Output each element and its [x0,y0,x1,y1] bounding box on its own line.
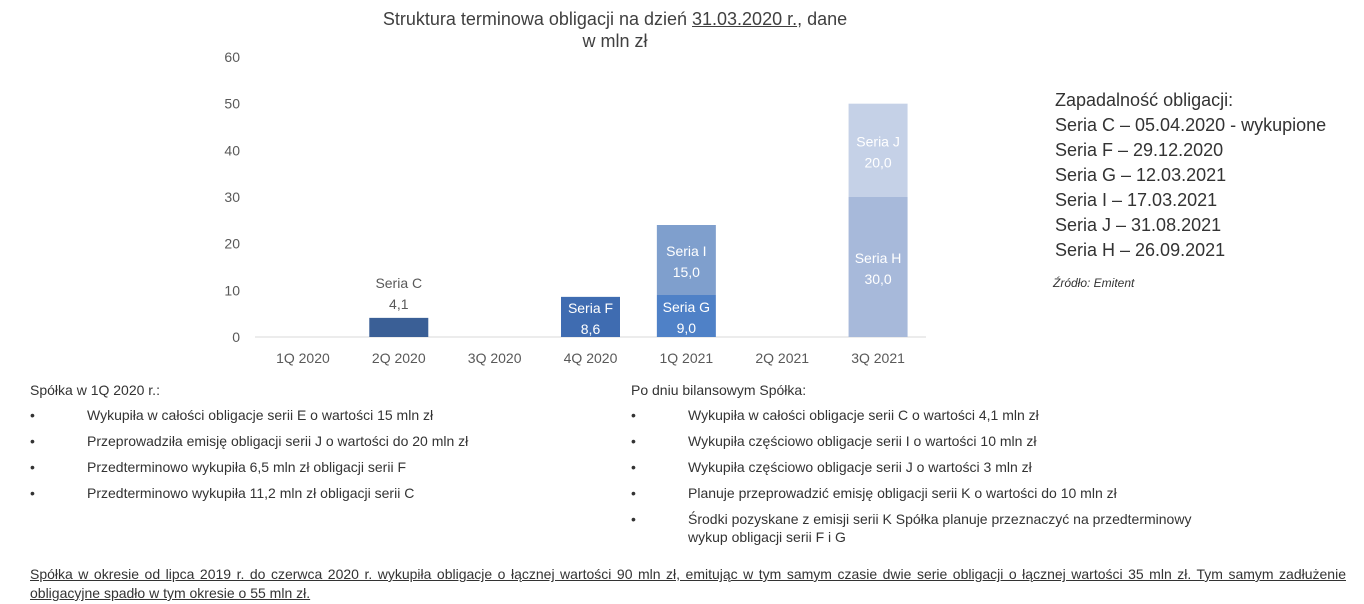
maturity-item: Seria J – 31.08.2021 [1055,215,1222,235]
chart-title-line1: Struktura terminowa obligacji na dzień 3… [355,8,875,30]
y-tick-label: 60 [224,49,240,65]
y-tick-label: 10 [224,282,240,298]
chart-title-post: , dane [797,9,848,29]
maturity-item: Seria C – 05.04.2020 - wykupione [1055,115,1327,135]
left-column-title: Spółka w 1Q 2020 r.: [30,382,160,398]
list-item: • Przedterminowo wykupiła 6,5 mln zł obli… [30,459,407,475]
data-label-series: Seria C [375,275,422,291]
maturity-panel: Zapadalność obligacji: Seria C – 05.04.2… [1055,88,1326,263]
maturity-item: Seria I – 17.03.2021 [1055,190,1218,210]
bar-segment [656,225,716,295]
data-label-value: 15,0 [673,264,700,280]
y-tick-label: 30 [224,189,240,205]
bar-segment [848,197,908,337]
list-item: • Wykupiła w całości obligacje serii E o … [30,407,434,423]
list-item: • Wykupiła częściowo obligacje serii J o … [631,459,1032,475]
y-tick-label: 40 [224,142,240,158]
list-item: • Przedterminowo wykupiła 11,2 mln zł obl… [30,485,415,501]
bullet-icon: • [631,433,636,449]
x-tick-label: 2Q 2021 [755,350,809,366]
x-tick-label: 4Q 2020 [564,350,618,366]
list-item: • Planuje przeprowadzić emisję obligacji … [631,485,1117,501]
bullet-icon: • [631,459,636,475]
y-tick-label: 50 [224,96,240,112]
data-label-value: 9,0 [677,320,697,336]
bullet-icon: • [631,485,636,501]
maturity-item: Seria F – 29.12.2020 [1055,140,1224,160]
chart-title-date: 31.03.2020 r. [692,9,798,29]
maturity-item: Seria G – 12.03.2021 [1055,165,1227,185]
maturity-item: Seria H – 26.09.2021 [1055,240,1226,260]
x-tick-label: 1Q 2021 [659,350,713,366]
y-axis-ticks: 0 10 20 30 40 50 60 [224,49,240,345]
data-label-series: Seria J [856,133,900,149]
maturity-heading: Zapadalność obligacji: [1055,90,1234,110]
x-tick-label: 2Q 2020 [372,350,426,366]
right-bullet-list: • Wykupiła w całości obligacje serii C o … [631,406,1231,554]
data-label-series: Seria H [855,250,902,266]
y-tick-label: 20 [224,236,240,252]
x-tick-label: 3Q 2021 [851,350,905,366]
chart-title-pre: Struktura terminowa obligacji na dzień [382,9,692,29]
data-label-series: Seria I [666,243,706,259]
bullet-icon: • [30,433,35,449]
y-tick-label: 0 [232,329,240,345]
data-label-value: 8,6 [581,321,601,337]
data-label-series: Seria F [568,300,613,316]
list-item: • Przeprowadziła emisję obligacji serii J… [30,433,469,449]
data-label-value: 30,0 [864,271,891,287]
bullet-icon: • [631,407,636,423]
x-tick-label: 1Q 2020 [276,350,330,366]
data-label-series: Seria G [663,299,710,315]
x-axis-labels: 1Q 2020 2Q 2020 3Q 2020 4Q 2020 1Q 2021 2Q 20… [276,350,905,366]
right-column-title: Po dniu bilansowym Spółka: [631,382,807,398]
list-item: • Wykupiła częściowo obligacje serii I o … [631,433,1037,449]
bullet-icon: • [30,459,35,475]
bullet-icon: • [30,407,35,423]
bar-segment [848,103,908,197]
chart-title-line2: w mln zł [582,31,648,51]
bullet-icon: • [631,511,636,527]
chart-title: Struktura terminowa obligacji na dzień 3… [355,8,875,52]
data-label-value: 4,1 [389,296,409,312]
data-label-value: 20,0 [864,154,891,170]
bar-segment [656,295,716,337]
bullet-icon: • [30,485,35,501]
bars: Seria C 4,1 Seria F 8,6 Seria G 9,0 Seria I 15,… [369,103,908,337]
bar-segment [561,296,620,337]
source-note: Źródło: Emitent [1053,276,1135,290]
footer-summary: Spółka w okresie od lipca 2019 r. do cze… [30,566,1346,601]
list-item: • Wykupiła w całości obligacje serii C o … [631,407,1039,423]
x-tick-label: 3Q 2020 [468,350,522,366]
bar-segment [369,317,429,337]
list-item: • Środki pozyskane z emisji serii K Spółk… [631,511,1192,545]
left-bullet-list: • Wykupiła w całości obligacje serii E o … [30,406,590,510]
